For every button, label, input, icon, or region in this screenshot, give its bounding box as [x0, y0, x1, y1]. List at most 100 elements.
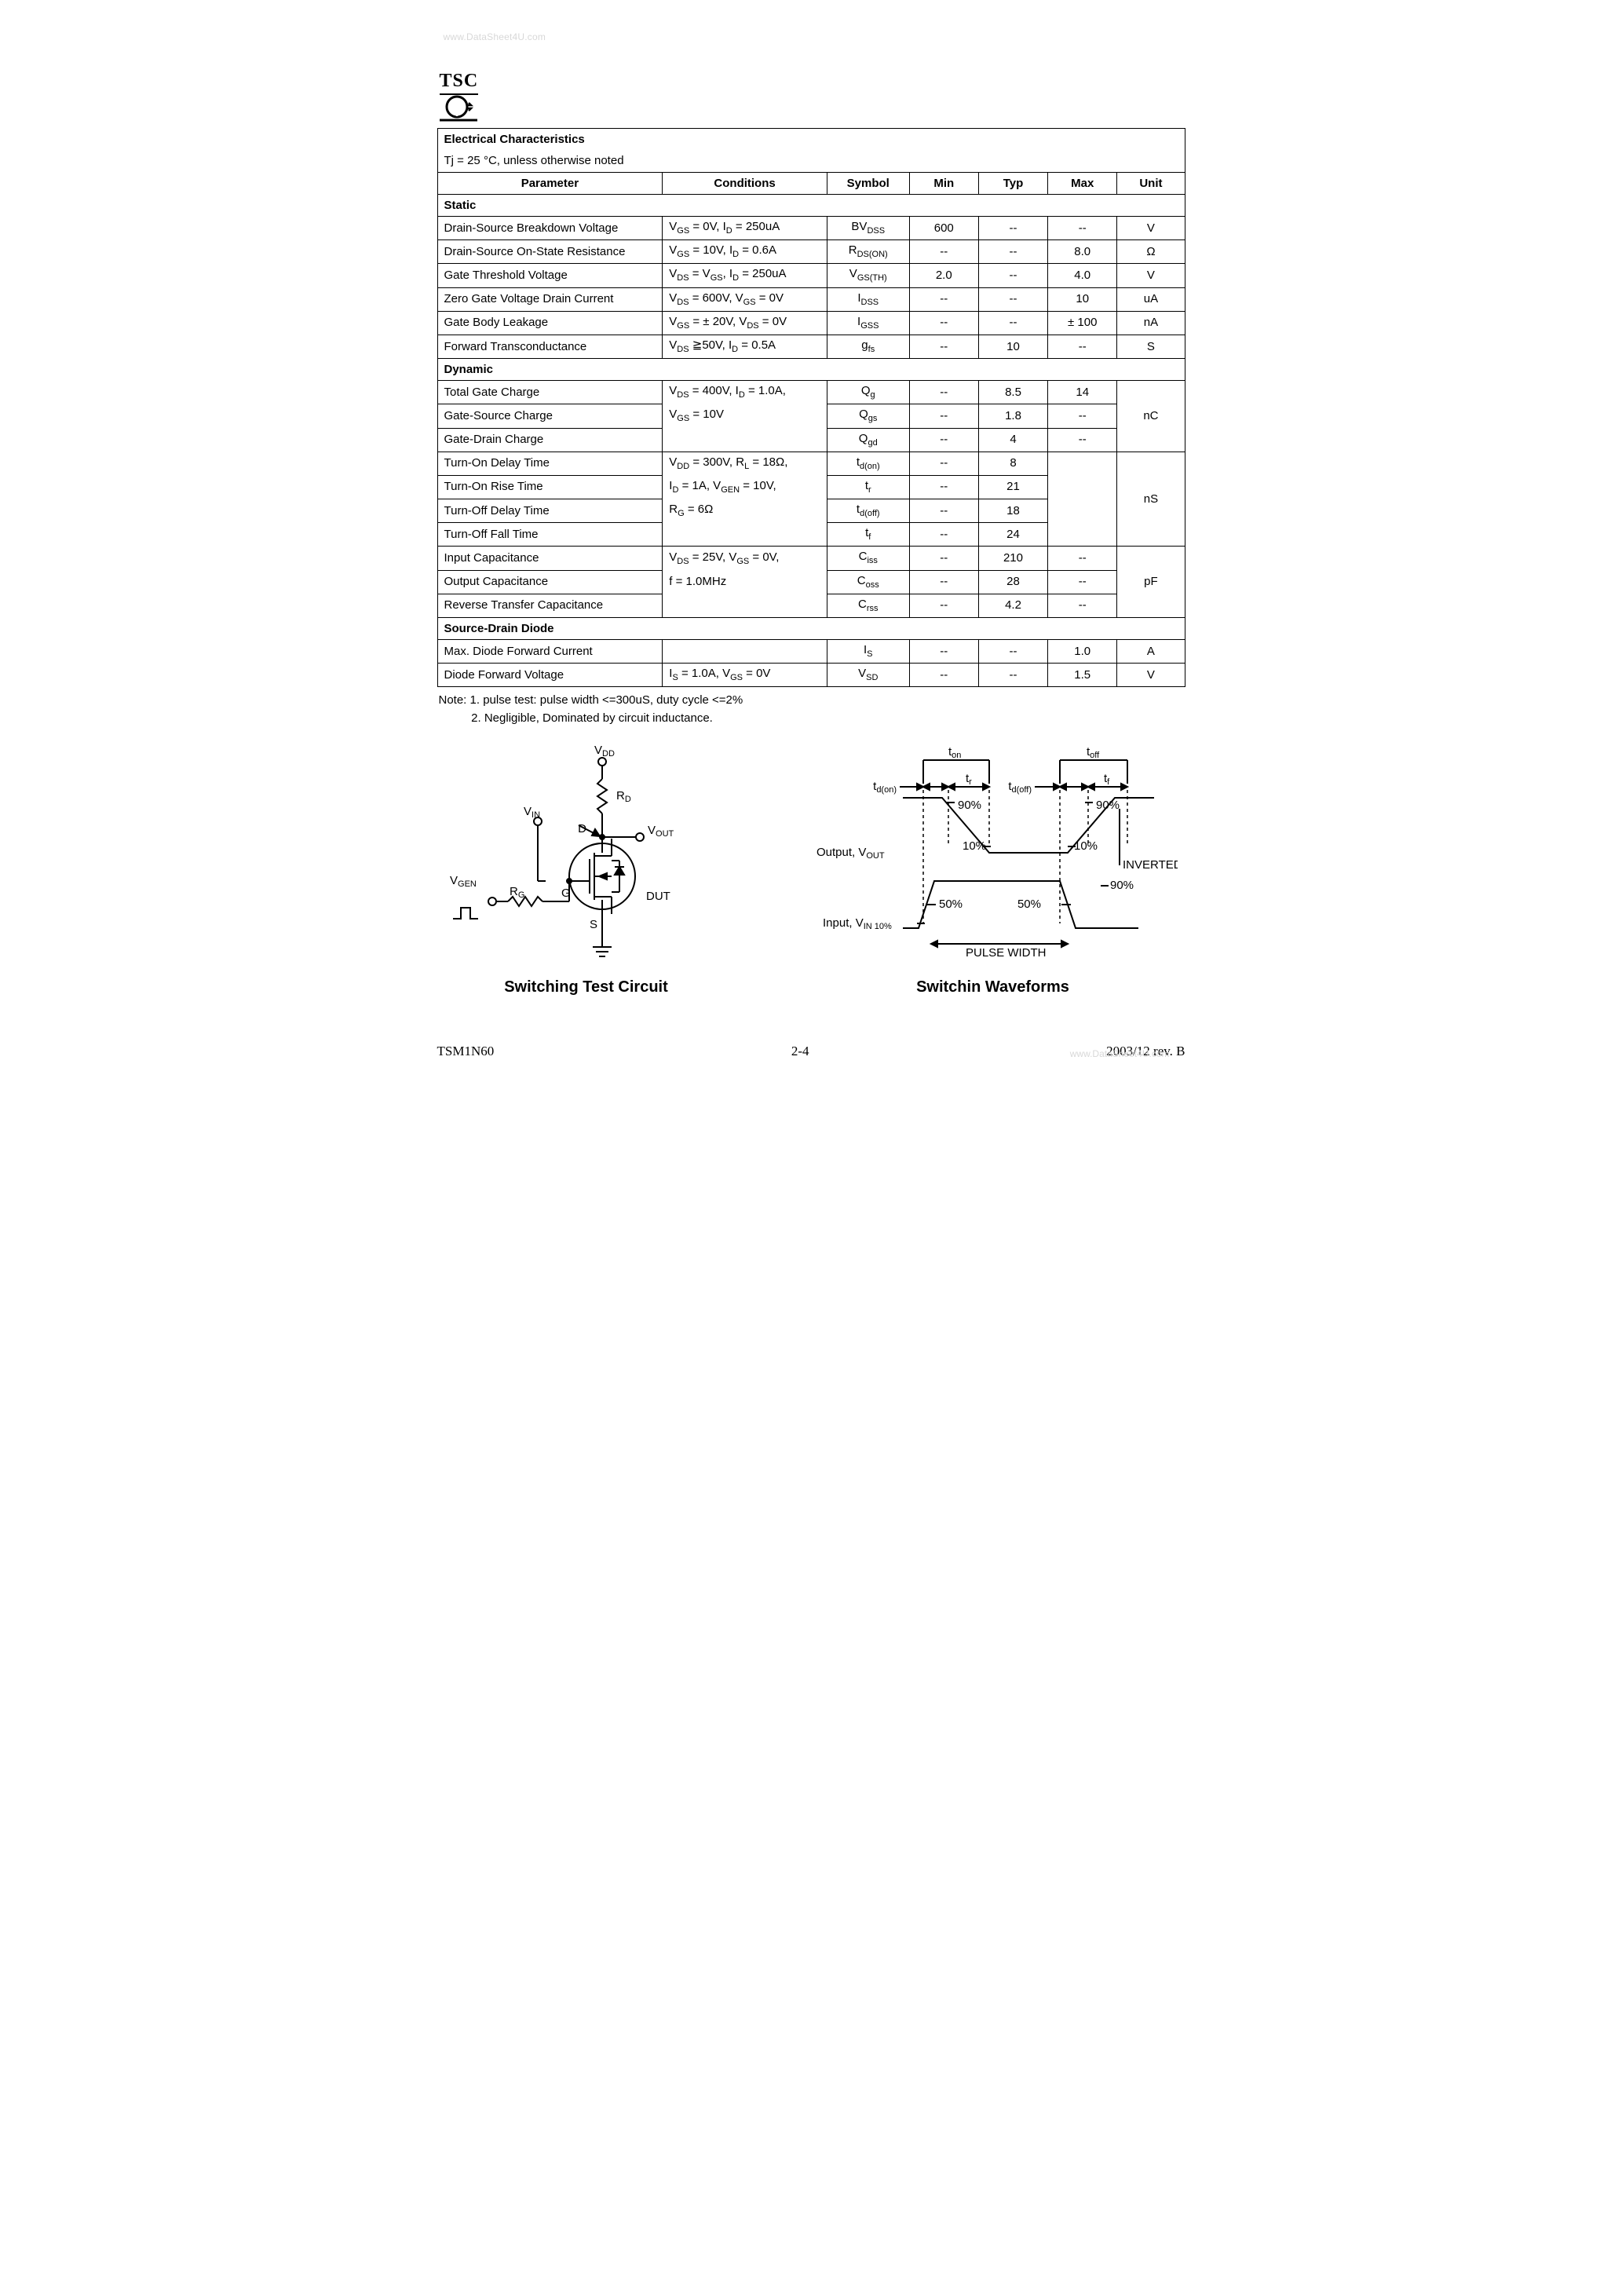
- note-2: 2. Negligible, Dominated by circuit indu…: [439, 710, 1185, 728]
- typ: 210: [978, 547, 1047, 570]
- min: --: [909, 287, 978, 311]
- min: --: [909, 311, 978, 335]
- parameter: Forward Transconductance: [437, 335, 663, 358]
- parameter: Gate-Source Charge: [437, 404, 663, 428]
- logo-icon: [440, 95, 477, 122]
- label-rg: RG: [510, 885, 524, 900]
- circuit-caption: Switching Test Circuit: [504, 978, 668, 996]
- max: ± 100: [1048, 311, 1117, 335]
- table-subhead: Tj = 25 °C, unless otherwise noted: [437, 151, 1185, 173]
- min: --: [909, 664, 978, 687]
- conditions: [663, 428, 827, 452]
- min: --: [909, 240, 978, 264]
- conditions: VGS = ± 20V, VDS = 0V: [663, 311, 827, 335]
- unit: nA: [1117, 311, 1185, 335]
- watermark-top: www.DataSheet4U.com: [444, 31, 546, 42]
- label-vdd: VDD: [594, 744, 615, 759]
- column-header: Parameter: [437, 173, 663, 195]
- label-tdoff: td(off): [1008, 780, 1032, 795]
- max: --: [1048, 404, 1117, 428]
- column-header: Typ: [978, 173, 1047, 195]
- label-10a: 10%: [963, 839, 986, 853]
- min: --: [909, 381, 978, 404]
- column-header: Unit: [1117, 173, 1185, 195]
- label-tf: tf: [1104, 772, 1110, 787]
- parameter: Reverse Transfer Capacitance: [437, 594, 663, 617]
- conditions: [663, 523, 827, 547]
- conditions: VGS = 10V, ID = 0.6A: [663, 240, 827, 264]
- label-g: G: [561, 887, 571, 900]
- parameter: Turn-On Rise Time: [437, 475, 663, 499]
- label-pulsewidth: PULSE WIDTH: [966, 946, 1047, 960]
- label-toff: toff: [1087, 745, 1100, 760]
- label-tr: tr: [966, 772, 972, 787]
- min: --: [909, 335, 978, 358]
- unit: nC: [1117, 381, 1185, 452]
- watermark-bottom: www.DataSheet4U.com: [1070, 1048, 1170, 1059]
- conditions: VDS = 25V, VGS = 0V,: [663, 547, 827, 570]
- min: --: [909, 404, 978, 428]
- svg-text:90%: 90%: [1110, 879, 1134, 892]
- switching-waveforms: ton toff td(on) tr td(off) tf 90% 90% 10…: [809, 743, 1178, 996]
- unit: uA: [1117, 287, 1185, 311]
- min: --: [909, 640, 978, 664]
- typ: --: [978, 240, 1047, 264]
- parameter: Turn-Off Delay Time: [437, 499, 663, 523]
- column-header: Symbol: [827, 173, 909, 195]
- label-vout: VOUT: [648, 824, 674, 839]
- max: --: [1048, 217, 1117, 240]
- label-vgen: VGEN: [450, 874, 477, 889]
- min: --: [909, 452, 978, 475]
- column-header: Max: [1048, 173, 1117, 195]
- typ: 10: [978, 335, 1047, 358]
- parameter: Drain-Source Breakdown Voltage: [437, 217, 663, 240]
- typ: --: [978, 264, 1047, 287]
- max: --: [1048, 335, 1117, 358]
- label-tdon: td(on): [873, 780, 897, 795]
- symbol: Ciss: [827, 547, 909, 570]
- switching-test-circuit: VDD RD VIN D VOUT VGEN RG G DUT S Switch…: [445, 743, 728, 996]
- parameter: Total Gate Charge: [437, 381, 663, 404]
- max: 4.0: [1048, 264, 1117, 287]
- svg-text:10%: 10%: [1074, 839, 1098, 853]
- unit: A: [1117, 640, 1185, 664]
- typ: --: [978, 217, 1047, 240]
- parameter: Diode Forward Voltage: [437, 664, 663, 687]
- symbol: td(on): [827, 452, 909, 475]
- column-header: Min: [909, 173, 978, 195]
- label-output: Output, VOUT: [816, 846, 885, 861]
- min: 2.0: [909, 264, 978, 287]
- svg-text:50%: 50%: [1017, 898, 1040, 911]
- min: --: [909, 428, 978, 452]
- symbol: IDSS: [827, 287, 909, 311]
- max: --: [1048, 547, 1117, 570]
- symbol: tf: [827, 523, 909, 547]
- max: 1.0: [1048, 640, 1117, 664]
- symbol: IS: [827, 640, 909, 664]
- typ: 4.2: [978, 594, 1047, 617]
- symbol: gfs: [827, 335, 909, 358]
- max: [1048, 452, 1117, 547]
- min: --: [909, 475, 978, 499]
- conditions: RG = 6Ω: [663, 499, 827, 523]
- parameter: Turn-On Delay Time: [437, 452, 663, 475]
- max: 14: [1048, 381, 1117, 404]
- section-static: Static: [437, 195, 1185, 217]
- max: 10: [1048, 287, 1117, 311]
- conditions: IS = 1.0A, VGS = 0V: [663, 664, 827, 687]
- label-s: S: [590, 918, 597, 931]
- symbol: RDS(ON): [827, 240, 909, 264]
- symbol: VSD: [827, 664, 909, 687]
- typ: 8: [978, 452, 1047, 475]
- datasheet-page: www.DataSheet4U.com TSC Electrical Chara…: [406, 0, 1217, 1106]
- label-d: D: [578, 822, 586, 835]
- unit: S: [1117, 335, 1185, 358]
- max: --: [1048, 428, 1117, 452]
- section-source-drain-diode: Source-Drain Diode: [437, 618, 1185, 640]
- conditions: VDS = 600V, VGS = 0V: [663, 287, 827, 311]
- symbol: Coss: [827, 570, 909, 594]
- max: --: [1048, 594, 1117, 617]
- symbol: Qg: [827, 381, 909, 404]
- min: --: [909, 594, 978, 617]
- min: 600: [909, 217, 978, 240]
